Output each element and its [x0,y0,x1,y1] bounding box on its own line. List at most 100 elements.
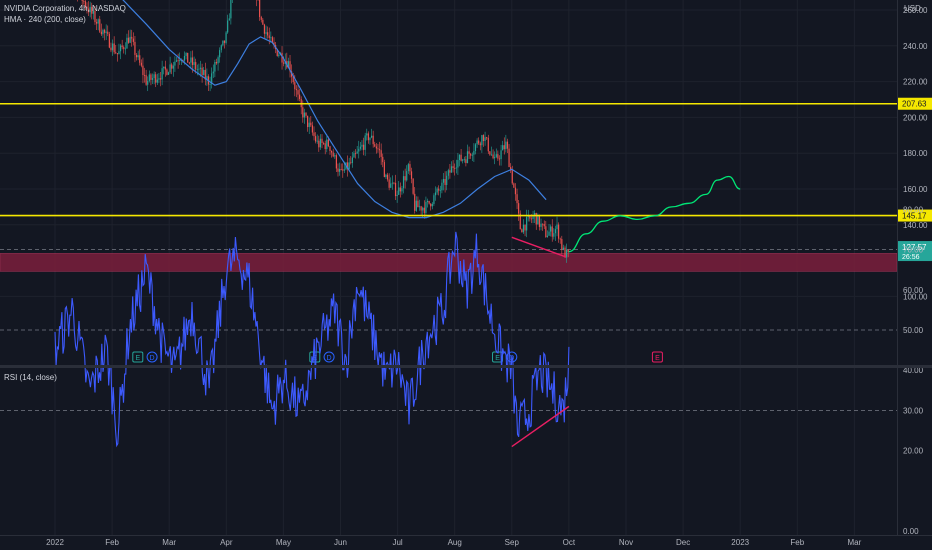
rsi-indicator-label[interactable]: RSI (14, close) [4,373,57,382]
candle-body [126,37,128,49]
candle-body [532,216,534,219]
symbol-title[interactable]: NVIDIA Corporation, 4h, NASDAQ [4,4,126,13]
candle-body [487,137,489,152]
rsi-tick-label: 80.00 [903,205,924,214]
time-tick-label: Apr [220,538,233,547]
candle-body [486,137,488,139]
candle-body [519,213,521,230]
candle-body [329,146,331,152]
price-axis[interactable]: 260.00 240.00 220.00 200.00 180.00 160.00 140.… [897,0,932,535]
candle-body [452,166,454,168]
candle-body [454,167,456,169]
candle-body [409,164,411,172]
candle-body [473,150,475,155]
candle-body [175,60,178,62]
candle-body [313,132,315,137]
candle-body [402,176,405,189]
candle-body [195,62,197,70]
candle-body [230,0,232,19]
hma-layer [122,0,547,219]
candle-body [97,19,99,24]
time-axis[interactable]: 2022 Feb Mar Apr May Jun Jul Aug Sep Oct Nov Dec 202… [0,535,932,548]
candle-body [444,179,446,185]
candle-body [350,162,352,164]
candle-body [110,47,112,51]
candle-body [92,10,94,14]
candle-body [361,144,363,147]
candle-body [124,48,126,50]
candle-body [567,249,569,253]
candle-body [370,135,373,138]
candle-body [203,69,205,75]
candle-body [377,148,379,150]
dividend-marker[interactable] [323,351,335,363]
drawings-layer[interactable] [511,175,741,258]
time-tick-label: Mar [162,538,176,547]
candle-body [276,49,278,57]
candle-body [351,157,353,163]
candle-body [529,215,531,219]
candle-body [466,151,469,163]
candle-body [174,61,176,66]
candle-body [86,6,88,9]
candle-body [87,8,90,13]
pane-separator[interactable] [0,365,932,368]
candle-body [99,19,101,32]
candle-body [404,176,406,181]
candle-body [127,37,130,43]
hma-indicator-label[interactable]: HMA · 240 (200, close) [4,15,86,24]
candle-body [271,37,274,43]
rsi-tick-label: 60.00 [903,286,924,295]
rsi-divergence-trendline[interactable] [511,405,570,448]
candle-body [364,135,366,150]
candlestick-series [77,0,569,263]
earnings-marker[interactable] [651,351,663,363]
price-tick-label: 220.00 [903,78,928,87]
price-tick-label: 200.00 [903,113,928,122]
candle-body [447,170,449,176]
price-divergence-trendline[interactable] [511,236,567,258]
candle-body [123,47,125,49]
candle-body [550,226,552,232]
candle-body [134,41,136,55]
candle-body [308,122,310,128]
candle-body [383,162,385,178]
candle-body [338,169,341,172]
candle-body [415,200,417,211]
candle-body [172,65,174,69]
candle-body [212,71,214,74]
candle-body [199,67,202,69]
candle-body [81,0,83,1]
candle-body [527,215,529,218]
rsi-axis[interactable]: 80.00 70.00 60.00 50.00 40.00 30.00 20.00 0.00 [903,205,924,536]
earnings-marker[interactable] [132,351,144,363]
candle-body [201,67,203,75]
candle-body [479,143,481,146]
projection-path[interactable] [568,175,741,253]
candle-body [559,238,561,240]
candle-body [142,65,144,76]
level-price-label: 145.17 [902,212,927,221]
candle-body [354,153,357,155]
candle-body [84,1,86,7]
candle-body [159,78,162,80]
candle-body [503,145,505,150]
candle-body [196,69,198,71]
dividend-marker[interactable] [146,351,158,363]
candle-body [278,54,280,57]
candle-body [166,69,168,75]
candle-body [481,135,483,146]
candle-body [343,169,345,171]
candle-body [543,224,545,227]
candle-body [102,29,104,35]
candle-body [511,169,513,184]
candle-body [375,146,377,149]
horizontal-levels[interactable] [0,102,897,217]
candle-body [374,144,376,147]
candle-body [305,112,307,116]
candle-body [108,33,110,48]
candle-body [497,154,499,159]
candle-body [422,207,424,211]
rsi-tick-label: 70.00 [903,246,924,255]
